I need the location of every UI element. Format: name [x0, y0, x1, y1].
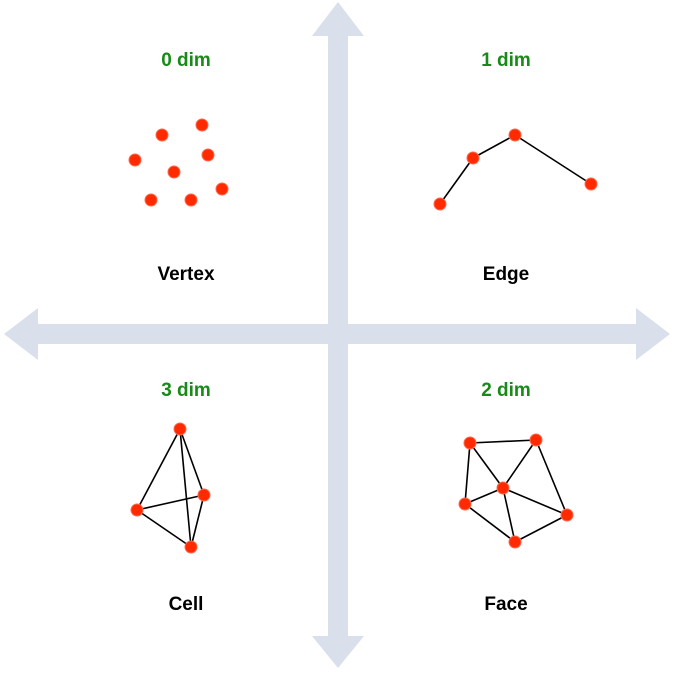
vertex-node-6 [215, 182, 229, 196]
face-edge-8 [464, 487, 504, 505]
edge-edge-2 [472, 134, 516, 159]
face-edge-3 [514, 514, 568, 543]
cell-edge-3 [179, 428, 192, 548]
name-label-vertex: Vertex [157, 264, 214, 285]
face-node-4 [496, 481, 510, 495]
cell-edge-5 [190, 494, 205, 548]
face-node-6 [508, 535, 522, 549]
cell-node-4 [184, 540, 198, 554]
quadrant-cell: 3 dim Cell [130, 380, 211, 615]
edge-edge-3 [514, 134, 592, 185]
edge-node-1 [433, 197, 447, 211]
cell-edge-6 [136, 509, 192, 548]
dim-label-1: 1 dim [481, 50, 531, 71]
dim-label-2: 2 dim [481, 380, 531, 401]
cell-point-set [130, 422, 211, 554]
cell-edge-set [136, 428, 205, 548]
face-point-set [458, 433, 574, 549]
face-edge-6 [469, 442, 504, 489]
face-edge-4 [464, 503, 516, 543]
name-label-cell: Cell [169, 594, 204, 615]
cell-edge-2 [136, 428, 181, 511]
vertex-node-3 [128, 153, 142, 167]
cell-node-3 [130, 503, 144, 517]
vertex-node-4 [201, 148, 215, 162]
name-label-face: Face [484, 594, 527, 615]
dim-label-3: 3 dim [161, 380, 211, 401]
edge-point-set [433, 128, 598, 211]
face-edge-5 [464, 442, 471, 505]
face-node-3 [458, 497, 472, 511]
quadrant-face: 2 dim Face [458, 380, 574, 615]
cell-edge-4 [136, 494, 205, 511]
cell-node-1 [173, 422, 187, 436]
quadrant-vertex: 0 dim Vertex [128, 50, 229, 285]
face-edge-10 [502, 487, 516, 543]
dim-label-0: 0 dim [161, 50, 211, 71]
edge-node-2 [466, 151, 480, 165]
vertex-node-2 [195, 118, 209, 132]
face-edge-1 [469, 439, 537, 444]
quadrant-edge: 1 dim Edge [433, 50, 598, 285]
name-label-edge: Edge [483, 264, 529, 285]
face-edge-2 [535, 439, 568, 516]
face-edge-set [464, 439, 568, 543]
face-node-2 [529, 433, 543, 447]
face-node-5 [560, 508, 574, 522]
vertex-node-8 [184, 193, 198, 207]
edge-edge-1 [439, 157, 474, 205]
vertex-point-set [128, 118, 229, 207]
face-edge-7 [502, 439, 537, 489]
cell-edge-1 [179, 428, 205, 496]
cell-node-2 [197, 488, 211, 502]
edge-node-4 [584, 177, 598, 191]
vertex-node-1 [155, 128, 169, 142]
face-edge-9 [502, 487, 568, 516]
edge-polyline [439, 134, 592, 205]
face-node-1 [463, 436, 477, 450]
axes [4, 2, 670, 668]
vertex-node-7 [144, 193, 158, 207]
vertex-node-5 [167, 165, 181, 179]
edge-node-3 [508, 128, 522, 142]
horizontal-axis-arrow [4, 308, 670, 360]
